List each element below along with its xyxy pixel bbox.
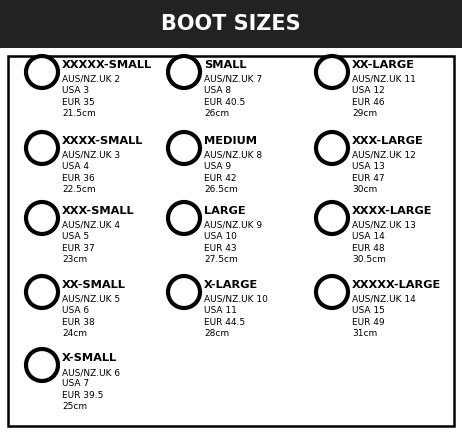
Text: LARGE: LARGE bbox=[204, 206, 246, 216]
Text: XXX-SMALL: XXX-SMALL bbox=[62, 206, 134, 216]
Text: AUS/NZ.UK 5
USA 6
EUR 38
24cm: AUS/NZ.UK 5 USA 6 EUR 38 24cm bbox=[62, 295, 120, 339]
Text: X-LARGE: X-LARGE bbox=[204, 280, 258, 290]
Text: AUS/NZ.UK 9
USA 10
EUR 43
27.5cm: AUS/NZ.UK 9 USA 10 EUR 43 27.5cm bbox=[204, 221, 262, 264]
Text: XXX-LARGE: XXX-LARGE bbox=[352, 136, 424, 146]
Text: MEDIUM: MEDIUM bbox=[204, 136, 257, 146]
Circle shape bbox=[316, 276, 348, 308]
Text: XX-SMALL: XX-SMALL bbox=[62, 280, 126, 290]
Circle shape bbox=[316, 202, 348, 234]
Text: AUS/NZ.UK 14
USA 15
EUR 49
31cm: AUS/NZ.UK 14 USA 15 EUR 49 31cm bbox=[352, 295, 416, 339]
Circle shape bbox=[26, 276, 58, 308]
Text: AUS/NZ.UK 4
USA 5
EUR 37
23cm: AUS/NZ.UK 4 USA 5 EUR 37 23cm bbox=[62, 221, 120, 264]
Text: XXXX-SMALL: XXXX-SMALL bbox=[62, 136, 143, 146]
Text: XXXX-LARGE: XXXX-LARGE bbox=[352, 206, 432, 216]
Circle shape bbox=[168, 132, 200, 164]
Text: AUS/NZ.UK 8
USA 9
EUR 42
26.5cm: AUS/NZ.UK 8 USA 9 EUR 42 26.5cm bbox=[204, 151, 262, 194]
Circle shape bbox=[26, 132, 58, 164]
Text: XX-LARGE: XX-LARGE bbox=[352, 60, 415, 70]
Text: BOOT SIZES: BOOT SIZES bbox=[161, 14, 301, 34]
Circle shape bbox=[26, 56, 58, 88]
Text: AUS/NZ.UK 10
USA 11
EUR 44.5
28cm: AUS/NZ.UK 10 USA 11 EUR 44.5 28cm bbox=[204, 295, 268, 339]
Circle shape bbox=[168, 276, 200, 308]
Text: XXXXX-SMALL: XXXXX-SMALL bbox=[62, 60, 152, 70]
Circle shape bbox=[168, 56, 200, 88]
Circle shape bbox=[316, 132, 348, 164]
Text: AUS/NZ.UK 7
USA 8
EUR 40.5
26cm: AUS/NZ.UK 7 USA 8 EUR 40.5 26cm bbox=[204, 75, 262, 118]
Text: AUS/NZ.UK 6
USA 7
EUR 39.5
25cm: AUS/NZ.UK 6 USA 7 EUR 39.5 25cm bbox=[62, 368, 120, 411]
Text: AUS/NZ.UK 12
USA 13
EUR 47
30cm: AUS/NZ.UK 12 USA 13 EUR 47 30cm bbox=[352, 151, 416, 194]
Circle shape bbox=[316, 56, 348, 88]
Circle shape bbox=[26, 202, 58, 234]
Text: SMALL: SMALL bbox=[204, 60, 247, 70]
Text: AUS/NZ.UK 13
USA 14
EUR 48
30.5cm: AUS/NZ.UK 13 USA 14 EUR 48 30.5cm bbox=[352, 221, 416, 264]
Text: AUS/NZ.UK 2
USA 3
EUR 35
21.5cm: AUS/NZ.UK 2 USA 3 EUR 35 21.5cm bbox=[62, 75, 120, 118]
Text: XXXXX-LARGE: XXXXX-LARGE bbox=[352, 280, 441, 290]
Circle shape bbox=[26, 349, 58, 381]
Text: X-SMALL: X-SMALL bbox=[62, 353, 117, 363]
Text: AUS/NZ.UK 11
USA 12
EUR 46
29cm: AUS/NZ.UK 11 USA 12 EUR 46 29cm bbox=[352, 75, 416, 118]
Text: AUS/NZ.UK 3
USA 4
EUR 36
22.5cm: AUS/NZ.UK 3 USA 4 EUR 36 22.5cm bbox=[62, 151, 120, 194]
Bar bbox=[0, 0, 462, 48]
Bar bbox=[8, 56, 454, 426]
Circle shape bbox=[168, 202, 200, 234]
